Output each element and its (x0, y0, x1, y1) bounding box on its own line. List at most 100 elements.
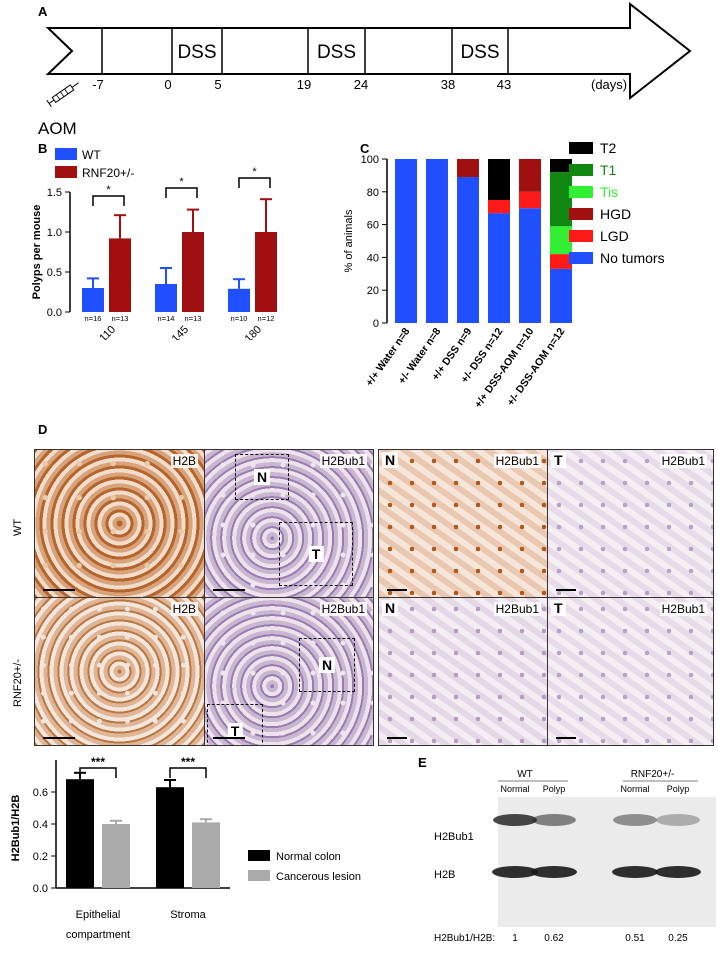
x-tick-label: +/- DSS-AOM n=12 (505, 326, 568, 409)
ratio-value: 0.25 (668, 933, 688, 944)
y-tick-label: 0.0 (33, 883, 48, 895)
stain-label: H2Bub1 (319, 602, 367, 616)
scale-bar (387, 589, 407, 591)
micrograph-tile: H2Bub1 N T (204, 449, 374, 598)
legend-swatch (569, 252, 593, 264)
sample-size-label: n=16 (85, 314, 102, 323)
h2bub1-band (613, 814, 657, 826)
ratio-value: 0.51 (625, 933, 645, 944)
dss-period-label: DSS (317, 42, 356, 63)
stacked-segment (550, 268, 572, 323)
y-tick-label: 60 (367, 220, 379, 232)
h2bub1-ratio-chart: 0.0 0.2 0.4 0.6 H2Bub1/H2B *** Epithelial compa… (10, 755, 361, 941)
bar (156, 787, 184, 888)
legend-swatch (55, 166, 77, 178)
row-label-wt: WT (12, 518, 24, 536)
timeline-day-label: 38 (441, 77, 455, 92)
y-tick-label: 0.0 (47, 307, 62, 319)
legend-label: LGD (600, 228, 629, 244)
bar (102, 824, 130, 888)
micrograph-tile: H2Bub1 T N (204, 597, 374, 746)
band-label-h2b: H2B (434, 869, 455, 881)
group-label: RNF20+/- (631, 769, 675, 780)
ratio-value: 0.62 (544, 933, 564, 944)
region-of-interest-box: N (235, 454, 289, 500)
region-label: T (551, 600, 566, 616)
lane-label: Polyp (543, 784, 566, 794)
timeline-day-label: 19 (297, 77, 311, 92)
sample-size-label: n=12 (258, 314, 275, 323)
scale-bar (43, 737, 75, 739)
scale-bar (43, 589, 75, 591)
significance-mark: * (106, 184, 111, 196)
region-of-interest-box: T (279, 522, 353, 586)
timeline-unit-label: (days) (591, 77, 627, 92)
stain-label: H2B (170, 454, 198, 468)
legend-swatch (569, 186, 593, 198)
bar (82, 288, 104, 312)
group-label: WT (517, 769, 533, 780)
aom-injection-label: AOM (38, 119, 77, 138)
ratio-value: 1 (512, 933, 518, 944)
x-tick-label: Epithelial (76, 909, 121, 921)
panel-label-c: C (360, 141, 370, 156)
y-axis-label: % of animals (343, 209, 355, 272)
stain-label: H2B (170, 602, 198, 616)
sample-size-label: n=14 (158, 314, 175, 323)
sample-size-label: n=13 (112, 314, 129, 323)
legend-label: T2 (600, 140, 617, 156)
stain-label: H2Bub1 (659, 602, 707, 616)
panel-label-d: D (38, 422, 48, 437)
micrograph-tile: H2B (34, 449, 205, 598)
western-blot-panel: E WT Normal Polyp RNF20+/- Normal Polyp 1 0.62 0.… (418, 755, 716, 944)
legend-label: RNF20+/- (82, 166, 134, 180)
timeline-day-label: 43 (497, 77, 511, 92)
stacked-segment (550, 254, 572, 269)
x-tick-label: compartment (66, 929, 130, 941)
stacked-segment (426, 159, 448, 323)
lane-label: Normal (500, 784, 529, 794)
y-tick-label: 0.2 (33, 851, 48, 863)
micrograph-tile: H2Bub1 T (547, 449, 714, 598)
scale-bar (213, 589, 245, 591)
y-tick-label: 0.5 (47, 267, 62, 279)
stacked-segment (550, 226, 572, 255)
legend-label: T1 (600, 162, 617, 178)
significance-bracket (79, 767, 117, 778)
stain-label: H2Bub1 (493, 602, 541, 616)
stacked-segment (488, 159, 510, 200)
legend-swatch (569, 142, 593, 154)
bar (228, 288, 250, 312)
legend-label: Tis (600, 184, 618, 200)
legend-swatch (55, 148, 77, 160)
legend-swatch (569, 230, 593, 242)
region-label: N (382, 600, 399, 616)
panel-label-e: E (418, 755, 427, 770)
timeline-panel: A -7 0 5 19 24 38 43 DSS DSS DSS (days) AOM (38, 1, 692, 138)
legend-label: No tumors (600, 250, 665, 266)
legend-swatch (248, 850, 270, 861)
bar (66, 779, 94, 888)
x-tick-label: Day 180 (227, 324, 264, 340)
lane-label: Normal (620, 784, 649, 794)
micrograph-tile: H2B (34, 597, 205, 746)
roi-label: N (253, 469, 271, 485)
region-label: T (551, 452, 566, 468)
bar (155, 284, 177, 312)
y-tick-label: 0 (373, 318, 379, 330)
x-tick-label: Day 145 (154, 324, 191, 340)
band-label-h2bub1: H2Bub1 (434, 831, 474, 843)
panel-label-b: B (38, 141, 47, 156)
bar (192, 822, 220, 888)
ratio-label: H2Bub1/H2B: (434, 933, 495, 944)
bar (255, 232, 277, 312)
scale-bar (556, 737, 576, 739)
y-tick-label: 40 (367, 252, 379, 264)
region-of-interest-box: T (207, 704, 263, 745)
roi-label: T (227, 723, 243, 739)
y-axis-label: Polyps per mouse (31, 205, 43, 300)
syringe-icon (46, 82, 79, 108)
stacked-segment (519, 208, 541, 323)
panel-label-a: A (38, 4, 48, 19)
